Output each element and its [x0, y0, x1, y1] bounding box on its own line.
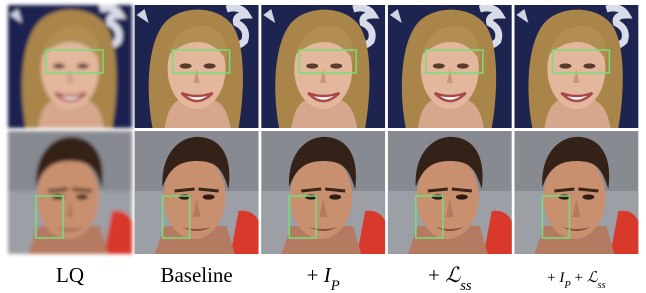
face-photo — [388, 131, 512, 254]
column-label: Baseline — [160, 263, 232, 287]
column-label: LQ — [56, 263, 84, 287]
label-part: ℒ — [445, 263, 461, 287]
column-label: + ℒss — [428, 263, 472, 293]
face-image — [514, 131, 638, 254]
face-photo — [514, 5, 638, 128]
face-image — [135, 5, 259, 128]
face-image — [514, 5, 638, 128]
face-photo — [8, 131, 132, 254]
face-photo — [135, 5, 259, 128]
face-image — [8, 131, 132, 254]
label-part: + — [307, 263, 324, 287]
face-image — [388, 131, 512, 254]
face-image — [135, 131, 259, 254]
face-photo — [8, 5, 132, 128]
label-part: + — [571, 270, 587, 286]
figure: LQBaseline+ IP+ ℒss+ IP + ℒss — [0, 0, 646, 293]
label-part: P — [330, 278, 340, 293]
face-image — [8, 5, 132, 128]
label-part: ss — [460, 278, 472, 293]
label-part: + — [428, 263, 445, 287]
face-photo — [514, 131, 638, 254]
label-part: LQ — [56, 263, 84, 287]
face-photo — [388, 5, 512, 128]
panel-grid — [8, 5, 638, 254]
face-image — [388, 5, 512, 128]
face-image — [261, 5, 385, 128]
column-label: + IP + ℒss — [547, 270, 606, 291]
face-photo — [261, 131, 385, 254]
face-photo — [261, 5, 385, 128]
label-part: + — [547, 270, 559, 286]
face-photo — [135, 131, 259, 254]
face-image — [261, 131, 385, 254]
label-part: ss — [598, 280, 606, 291]
column-label: + IP — [307, 263, 340, 293]
label-part: Baseline — [160, 263, 232, 287]
